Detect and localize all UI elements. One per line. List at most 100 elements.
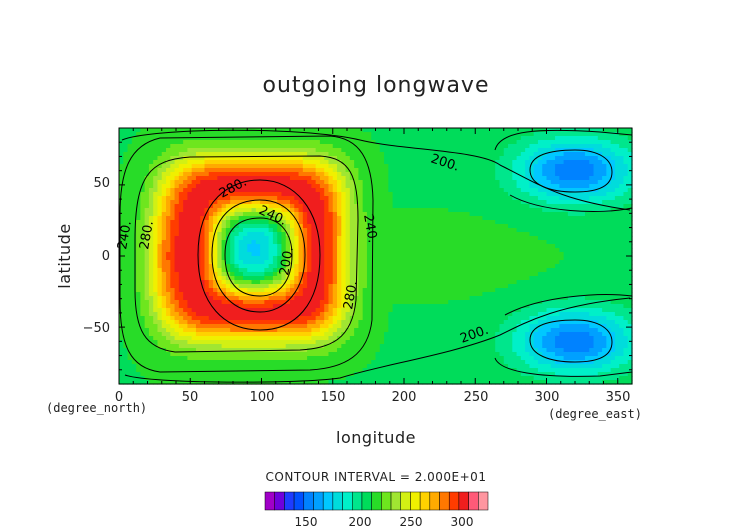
heatmap-cell: [281, 168, 287, 173]
heatmap-cell: [499, 256, 505, 261]
heatmap-cell: [584, 136, 590, 141]
heatmap-cell: [148, 224, 154, 229]
heatmap-cell: [597, 272, 603, 277]
heatmap-cell: [422, 180, 428, 185]
heatmap-cell: [495, 144, 501, 149]
heatmap-cell: [443, 156, 449, 161]
heatmap-cell: [396, 164, 402, 169]
heatmap-cell: [213, 260, 218, 265]
heatmap-cell: [461, 212, 466, 217]
heatmap-cell: [349, 260, 355, 265]
heatmap-cell: [405, 184, 411, 189]
heatmap-cell: [584, 188, 590, 193]
heatmap-cell: [379, 284, 385, 289]
heatmap-cell: [602, 248, 607, 253]
heatmap-cell: [285, 184, 291, 189]
heatmap-cell: [533, 272, 539, 277]
heatmap-cell: [589, 256, 595, 261]
heatmap-cell: [362, 148, 368, 153]
heatmap-cell: [559, 232, 565, 237]
heatmap-cell: [213, 208, 218, 213]
heatmap-cell: [255, 212, 261, 217]
heatmap-cell: [580, 264, 586, 269]
heatmap-cell: [375, 272, 381, 277]
heatmap-cell: [307, 164, 312, 169]
heatmap-cell: [178, 260, 184, 265]
heatmap-cell: [319, 220, 325, 225]
heatmap-cell: [255, 144, 261, 149]
heatmap-cell: [405, 148, 411, 153]
heatmap-cell: [366, 200, 372, 205]
heatmap-cell: [174, 256, 180, 261]
heatmap-cell: [255, 188, 261, 193]
heatmap-cell: [490, 284, 496, 289]
heatmap-cell: [482, 200, 488, 205]
heatmap-cell: [490, 212, 496, 217]
heatmap-cell: [508, 160, 513, 165]
heatmap-cell: [144, 284, 150, 289]
heatmap-cell: [119, 260, 124, 265]
heatmap-cell: [443, 288, 449, 293]
heatmap-cell: [311, 224, 317, 229]
heatmap-cell: [123, 148, 129, 153]
heatmap-cell: [550, 284, 556, 289]
heatmap-cell: [140, 144, 146, 149]
heatmap-cell: [379, 136, 385, 141]
heatmap-cell: [589, 152, 595, 157]
heatmap-cell: [268, 204, 274, 209]
heatmap-cell: [260, 164, 265, 169]
heatmap-cell: [204, 144, 210, 149]
heatmap-cell: [576, 212, 582, 217]
heatmap-cell: [563, 132, 569, 137]
heatmap-cell: [358, 256, 364, 261]
heatmap-cell: [285, 276, 291, 281]
heatmap-cell: [345, 196, 351, 201]
heatmap-cell: [619, 232, 625, 237]
heatmap-cell: [508, 256, 513, 261]
heatmap-cell: [452, 208, 458, 213]
heatmap-cell: [490, 200, 496, 205]
heatmap-cell: [418, 128, 424, 133]
heatmap-cell: [435, 156, 441, 161]
heatmap-cell: [123, 212, 129, 217]
heatmap-cell: [572, 132, 578, 137]
heatmap-cell: [452, 232, 458, 237]
heatmap-cell: [495, 224, 501, 229]
heatmap-cell: [174, 272, 180, 277]
heatmap-cell: [255, 168, 261, 173]
heatmap-cell: [537, 268, 543, 273]
heatmap-cell: [255, 284, 261, 289]
heatmap-cell: [499, 236, 505, 241]
heatmap-cell: [448, 152, 454, 157]
heatmap-cell: [452, 220, 458, 225]
heatmap-cell: [593, 268, 599, 273]
heatmap-cell: [512, 212, 518, 217]
heatmap-cell: [178, 268, 184, 273]
heatmap-cell: [285, 240, 291, 245]
heatmap-cell: [255, 272, 261, 277]
heatmap-cell: [131, 224, 137, 229]
heatmap-cell: [388, 224, 394, 229]
heatmap-cell: [533, 140, 539, 145]
heatmap-cell: [183, 232, 189, 237]
heatmap-cell: [230, 144, 236, 149]
heatmap-cell: [478, 128, 483, 133]
heatmap-cell: [388, 140, 394, 145]
heatmap-cell: [614, 132, 620, 137]
heatmap-cell: [375, 128, 381, 133]
heatmap-cell: [567, 280, 573, 285]
heatmap-cell: [627, 212, 633, 217]
heatmap-cell: [623, 280, 629, 285]
heatmap-cell: [602, 212, 607, 217]
heatmap-cell: [525, 148, 531, 153]
heatmap-cell: [525, 172, 531, 177]
heatmap-cell: [478, 224, 483, 229]
heatmap-cell: [298, 284, 304, 289]
heatmap-cell: [461, 248, 466, 253]
heatmap-cell: [593, 260, 599, 265]
heatmap-cell: [456, 164, 462, 169]
heatmap-cell: [435, 204, 441, 209]
heatmap-cell: [503, 196, 509, 201]
heatmap-cell: [319, 216, 325, 221]
heatmap-cell: [610, 188, 616, 193]
